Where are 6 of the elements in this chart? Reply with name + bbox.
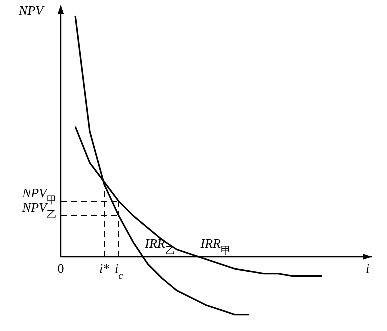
x-tick-label: i$_{c}$	[114, 261, 124, 282]
y-axis-title: NPV	[18, 3, 46, 18]
x-tick-label: i*	[99, 261, 110, 276]
annotation: IRR$_{甲}$	[200, 236, 231, 256]
x-tick-label: 0	[58, 261, 64, 276]
x-axis-title: i	[366, 261, 370, 276]
